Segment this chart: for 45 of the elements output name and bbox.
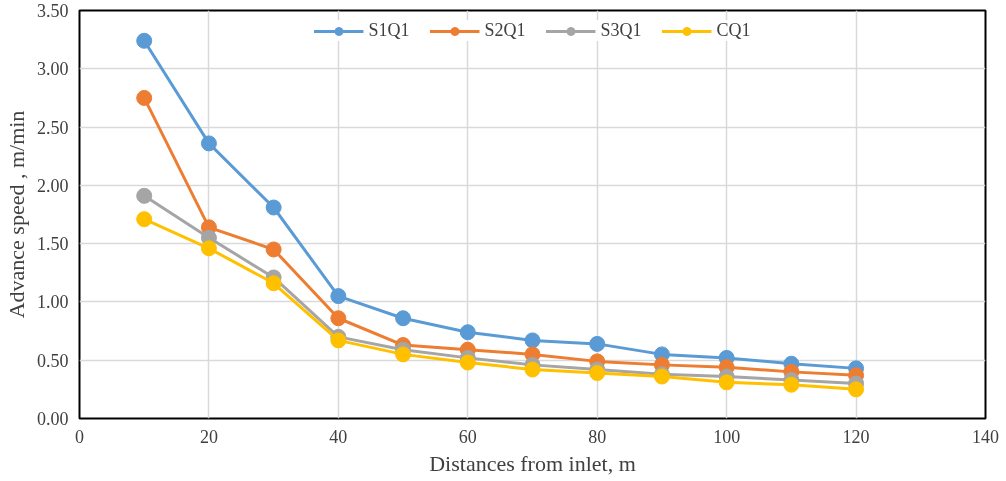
point [524,361,541,378]
x-tick-label: 40 [329,426,348,447]
x-tick-label: 100 [713,426,741,447]
point [589,365,606,382]
y-tick-label: 0.50 [37,350,69,371]
y-tick-label: 3.00 [37,59,69,80]
point [265,199,282,216]
point [330,310,347,327]
point [136,89,153,106]
legend-label: S1Q1 [368,20,410,41]
x-tick-label: 140 [972,426,999,447]
point [136,187,153,204]
point [200,240,217,257]
point [459,354,476,371]
point [200,135,217,152]
y-tick-label: 2.50 [37,117,69,138]
point [395,346,412,363]
y-tick-label: 1.50 [37,234,69,255]
y-tick-label: 3.50 [37,1,69,21]
legend-label: S2Q1 [484,20,526,41]
y-tick-label: 2.00 [37,175,69,196]
y-axis-title: Advance speed , m/min [4,110,29,319]
x-tick-label: 80 [588,426,607,447]
legend-label: CQ1 [716,20,751,41]
point [459,324,476,341]
point [848,381,865,398]
point [136,32,153,49]
legend-label: S3Q1 [600,20,642,41]
point [265,275,282,292]
point [783,376,800,393]
x-tick-label: 60 [458,426,477,447]
x-tick-label: 20 [199,426,218,447]
point [265,241,282,258]
point [718,374,735,391]
x-tick-label: 0 [75,426,84,447]
point [330,288,347,305]
point [524,332,541,349]
point [395,310,412,327]
y-tick-label: 0.00 [37,409,69,429]
point [330,332,347,349]
point [589,335,606,352]
x-tick-label: 120 [842,426,870,447]
x-axis-title: Distances from inlet, m [429,450,636,476]
y-tick-label: 1.00 [37,292,69,313]
point [136,211,153,228]
